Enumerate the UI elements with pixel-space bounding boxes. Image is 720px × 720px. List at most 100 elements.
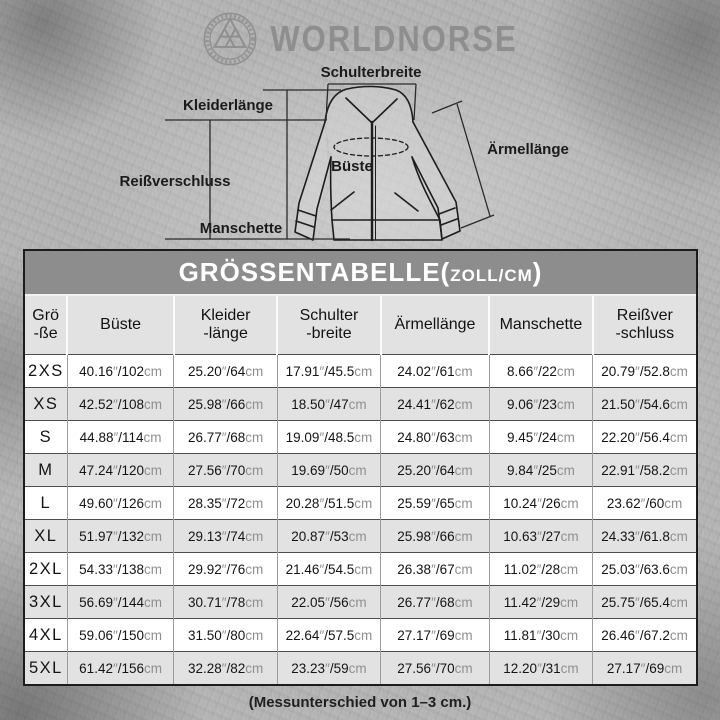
table-row: M 47.24″/120cm 27.56″/70cm 19.69″/50cm 25.20… [25, 453, 696, 487]
footer-note: (Messunterschied von 1–3 cm.) [248, 694, 472, 711]
measurement-cell: 20.79″/52.8cm [592, 354, 696, 388]
measurement-cell: 42.52″/108cm [66, 387, 174, 421]
size-label: 5XL [25, 651, 68, 684]
measurement-cell: 56.69″/144cm [66, 585, 174, 619]
measurement-lines [165, 83, 495, 240]
measurement-cell: 19.69″/50cm [276, 453, 381, 487]
measurement-cell: 25.20″/64cm [173, 354, 278, 388]
measurement-cell: 19.09″/48.5cm [276, 420, 381, 454]
measurement-cell: 24.02″/61cm [380, 354, 490, 388]
measurement-cell: 23.62″/60cm [592, 486, 696, 520]
measurement-cell: 59.06″/150cm [66, 618, 174, 652]
column-header: Kleider -länge [172, 296, 278, 355]
measurement-cell: 23.23″/59cm [276, 651, 381, 684]
size-label: L [25, 486, 68, 520]
table-row: S 44.88″/114cm 26.77″/68cm 19.09″/48.5cm 24.… [25, 420, 696, 454]
table-row: 3XL 56.69″/144cm 30.71″/78cm 22.05″/56cm 26.… [25, 585, 696, 619]
measurement-cell: 26.77″/68cm [380, 585, 490, 619]
measurement-cell: 25.98″/66cm [173, 387, 278, 421]
measurement-cell: 9.06″/23cm [488, 387, 593, 421]
measurement-cell: 25.59″/65cm [380, 486, 490, 520]
measurement-cell: 17.91″/45.5cm [276, 354, 381, 388]
measurement-cell: 25.03″/63.6cm [592, 552, 696, 586]
column-header: Grö -ße [25, 296, 68, 355]
measurement-cell: 27.17″/69cm [380, 618, 490, 652]
measurement-cell: 24.80″/63cm [380, 420, 490, 454]
measurement-cell: 9.45″/24cm [488, 420, 593, 454]
measurement-cell: 20.28″/51.5cm [276, 486, 381, 520]
measurement-cell: 25.75″/65.4cm [592, 585, 696, 619]
measurement-cell: 29.13″/74cm [173, 519, 278, 553]
header-row: Grö -ße Büste Kleider -länge Schulter -breite Ä… [25, 296, 696, 355]
measurement-cell: 47.24″/120cm [66, 453, 174, 487]
measurement-cell: 11.81″/30cm [488, 618, 593, 652]
measurement-cell: 9.84″/25cm [488, 453, 593, 487]
chart-title-text: GRÖSSENTABELLE [178, 257, 441, 287]
column-header: Reißver -schluss [591, 296, 696, 355]
measurement-cell: 29.92″/76cm [173, 552, 278, 586]
table-row: L 49.60″/126cm 28.35″/72cm 20.28″/51.5cm 25.… [25, 486, 696, 520]
hoodie-illustration: Schulterbreite Kleiderlänge Reißverschlu… [120, 64, 569, 242]
cuff-label: Manschette [200, 220, 283, 237]
column-header: Ärmellänge [379, 296, 490, 355]
measurement-cell: 30.71″/78cm [173, 585, 278, 619]
measurement-cell: 10.63″/27cm [488, 519, 593, 553]
measurement-cell: 18.50″/47cm [276, 387, 381, 421]
measurement-cell: 8.66″/22cm [488, 354, 593, 388]
table-row: 4XL 59.06″/150cm 31.50″/80cm 22.64″/57.5cm 2… [25, 618, 696, 652]
table-row: 2XL 54.33″/138cm 29.92″/76cm 21.46″/54.5cm 2… [25, 552, 696, 586]
column-header: Manschette [488, 296, 593, 355]
size-chart: GRÖSSENTABELLE(ZOLL/CM) Grö -ße Büste Kleid… [23, 249, 698, 686]
size-label: 4XL [25, 618, 68, 652]
measurement-cell: 27.17″/69cm [592, 651, 696, 684]
column-header: Büste [66, 296, 174, 355]
measurement-cell: 12.20″/31cm [488, 651, 593, 684]
measurement-cell: 10.24″/26cm [488, 486, 593, 520]
measurement-cell: 27.56″/70cm [173, 453, 278, 487]
bust-label: Büste [331, 158, 373, 175]
measurement-cell: 20.87″/53cm [276, 519, 381, 553]
measurement-cell: 24.41″/62cm [380, 387, 490, 421]
measurement-cell: 54.33″/138cm [66, 552, 174, 586]
measurement-cell: 26.46″/67.2cm [592, 618, 696, 652]
measurement-cell: 51.97″/132cm [66, 519, 174, 553]
measurement-cell: 21.50″/54.6cm [592, 387, 696, 421]
measurement-cell: 21.46″/54.5cm [276, 552, 381, 586]
table-row: 5XL 61.42″/156cm 32.28″/82cm 23.23″/59cm 27.… [25, 651, 696, 684]
measurement-cell: 61.42″/156cm [66, 651, 174, 684]
measurement-cell: 22.64″/57.5cm [276, 618, 381, 652]
column-header: Schulter -breite [276, 296, 381, 355]
shoulder-width-label: Schulterbreite [321, 64, 422, 81]
size-label: 3XL [25, 585, 68, 619]
table-row: XS 42.52″/108cm 25.98″/66cm 18.50″/47cm 24.4… [25, 387, 696, 421]
measurement-cell: 26.77″/68cm [173, 420, 278, 454]
size-label: 2XS [25, 354, 68, 388]
size-table: Grö -ße Büste Kleider -länge Schulter -breite Ä… [25, 296, 696, 684]
measurement-cell: 32.28″/82cm [173, 651, 278, 684]
garment-length-label: Kleiderlänge [183, 97, 273, 114]
measurement-cell: 31.50″/80cm [173, 618, 278, 652]
measurement-cell: 28.35″/72cm [173, 486, 278, 520]
table-row: XL 51.97″/132cm 29.13″/74cm 20.87″/53cm 25.9… [25, 519, 696, 553]
measurement-cell: 27.56″/70cm [380, 651, 490, 684]
measurement-cell: 26.38″/67cm [380, 552, 490, 586]
chart-title-unit: ZOLL/CM [450, 266, 533, 285]
measurement-cell: 44.88″/114cm [66, 420, 174, 454]
measurement-cell: 22.05″/56cm [276, 585, 381, 619]
size-label: 2XL [25, 552, 68, 586]
measurement-cell: 49.60″/126cm [66, 486, 174, 520]
valknut-icon [203, 12, 257, 66]
measurement-cell: 11.02″/28cm [488, 552, 593, 586]
size-label: S [25, 420, 68, 454]
hoodie-outline [294, 85, 461, 242]
chart-title: GRÖSSENTABELLE(ZOLL/CM) [25, 251, 696, 296]
measurement-cell: 40.16″/102cm [66, 354, 174, 388]
table-row: 2XS 40.16″/102cm 25.20″/64cm 17.91″/45.5cm 2… [25, 354, 696, 388]
zipper-label: Reißverschluss [120, 173, 231, 190]
sleeve-length-label: Ärmellänge [487, 141, 569, 158]
size-label: XL [25, 519, 68, 553]
size-label: M [25, 453, 68, 487]
measurement-cell: 22.91″/58.2cm [592, 453, 696, 487]
measurement-cell: 11.42″/29cm [488, 585, 593, 619]
